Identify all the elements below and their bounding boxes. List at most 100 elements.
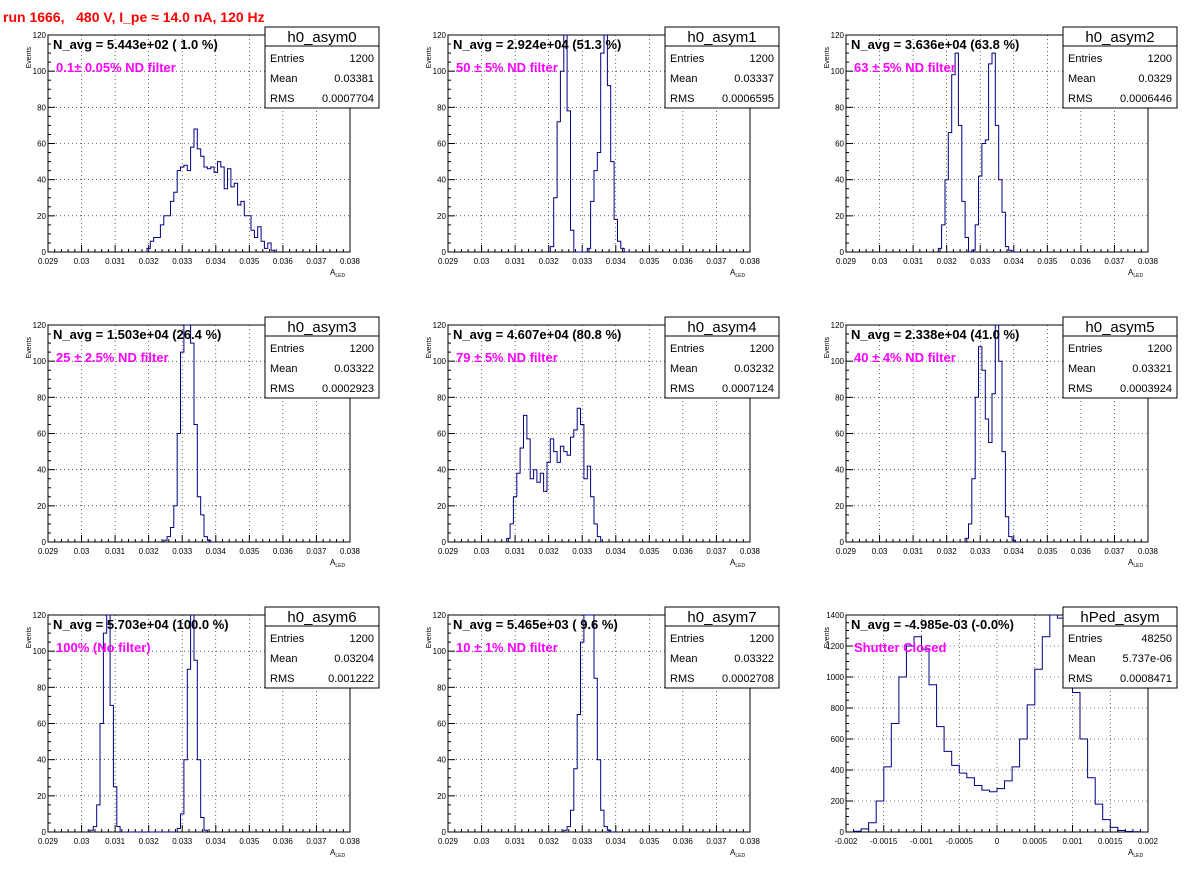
x-tick-label: 0.032	[937, 257, 958, 266]
stats-value-rms: 0.0007704	[322, 93, 374, 105]
stats-value-rms: 0.001222	[328, 673, 374, 685]
x-tick-label: 0.036	[273, 257, 294, 266]
y-tick-label: 60	[37, 430, 46, 439]
histogram-name: h0_asym3	[287, 319, 356, 336]
x-tick-label: 0.034	[206, 547, 227, 556]
x-tick-label: 0.036	[673, 837, 694, 846]
stats-label-rms: RMS	[1068, 383, 1092, 395]
y-tick-label: 40	[437, 176, 446, 185]
stats-value-entries: 1200	[350, 53, 374, 65]
x-tick-label: 0.029	[438, 547, 459, 556]
x-tick-label: 0.038	[740, 837, 761, 846]
stats-label-entries: Entries	[1068, 633, 1103, 645]
y-tick-label: 1400	[826, 611, 844, 620]
filter-label: Shutter Closed	[854, 640, 947, 655]
x-tick-label: 0	[995, 837, 1000, 846]
histogram-line	[549, 34, 631, 253]
y-tick-label: 100	[831, 357, 845, 366]
x-tick-label: 0.031	[903, 547, 924, 556]
page-title: run 1666, 480 V, I_pe ≈ 14.0 nA, 120 Hz	[3, 9, 265, 25]
y-tick-label: 40	[437, 466, 446, 475]
y-tick-label: 20	[37, 502, 46, 511]
stats-label-rms: RMS	[670, 673, 694, 685]
x-tick-label: 0.038	[340, 547, 361, 556]
stats-value-rms: 0.0002708	[722, 673, 774, 685]
stats-value-entries: 48250	[1141, 633, 1172, 645]
stats-value-mean: 0.03232	[734, 363, 774, 375]
stats-value-rms: 0.0006446	[1120, 93, 1172, 105]
stats-value-rms: 0.0002923	[322, 383, 374, 395]
x-tick-label: 0.029	[438, 837, 459, 846]
y-tick-label: 60	[37, 720, 46, 729]
stats-label-entries: Entries	[270, 633, 305, 645]
y-tick-label: 0	[442, 538, 447, 547]
x-tick-label: 0.037	[706, 547, 727, 556]
x-tick-label: 0.001	[1062, 837, 1083, 846]
x-tick-label: 0.035	[239, 547, 260, 556]
histogram-line	[937, 52, 1019, 253]
y-tick-label: 120	[433, 611, 447, 620]
stats-label-rms: RMS	[670, 383, 694, 395]
histogram-name: h0_asym2	[1085, 29, 1154, 46]
y-tick-label: 60	[37, 140, 46, 149]
x-tick-label: 0.034	[1004, 547, 1025, 556]
navg-label: N_avg = 4.607e+04 (80.8 %)	[453, 327, 621, 342]
x-tick-label: 0.031	[505, 837, 526, 846]
x-tick-label: 0.038	[740, 257, 761, 266]
stats-value-entries: 1200	[1148, 53, 1172, 65]
histogram-name: hPed_asym	[1080, 609, 1159, 626]
stats-label-rms: RMS	[1068, 93, 1092, 105]
y-axis-label: Events	[26, 627, 33, 649]
stats-box	[264, 26, 380, 109]
y-tick-label: 80	[437, 683, 446, 692]
stats-value-mean: 0.03321	[1132, 363, 1172, 375]
histogram-panel-h0_asym1: 0.029 0.03 0.031 0.032 0.033 0.034 0.035 0.036 0…	[426, 26, 780, 279]
x-tick-label: 0.038	[340, 837, 361, 846]
stats-box	[264, 316, 380, 399]
stats-label-rms: RMS	[270, 93, 294, 105]
y-tick-label: 60	[835, 140, 844, 149]
y-tick-label: 100	[831, 67, 845, 76]
stats-value-mean: 0.03381	[334, 73, 374, 85]
y-tick-label: 0	[840, 248, 845, 257]
stats-box	[1062, 606, 1178, 689]
x-tick-label: 0.034	[606, 837, 627, 846]
y-tick-label: 100	[33, 67, 47, 76]
y-tick-label: 20	[37, 212, 46, 221]
x-tick-label: 0.036	[1071, 547, 1092, 556]
plot-frame	[447, 614, 751, 833]
x-tick-label: 0.0015	[1098, 837, 1123, 846]
x-tick-label: 0.036	[273, 547, 294, 556]
y-tick-label: 100	[33, 647, 47, 656]
x-tick-label: 0.037	[706, 257, 727, 266]
x-tick-label: -0.0015	[870, 837, 898, 846]
x-tick-label: 0.029	[836, 257, 857, 266]
y-tick-label: 0	[442, 828, 447, 837]
x-tick-label: 0.034	[1004, 257, 1025, 266]
histogram-name: h0_asym7	[687, 609, 756, 626]
x-tick-label: 0.029	[38, 547, 59, 556]
stats-label-entries: Entries	[270, 343, 305, 355]
stats-value-mean: 0.03322	[334, 363, 374, 375]
stats-label-entries: Entries	[1068, 53, 1103, 65]
filter-label: 63 ± 5% ND filter	[854, 60, 956, 75]
x-axis-label: ALED	[330, 558, 345, 569]
y-tick-label: 80	[437, 393, 446, 402]
stats-value-mean: 5.737e-06	[1122, 653, 1172, 665]
y-tick-label: 40	[437, 756, 446, 765]
y-tick-label: 0	[840, 538, 845, 547]
stats-value-entries: 1200	[1148, 343, 1172, 355]
x-axis-label: ALED	[1128, 268, 1143, 279]
stats-label-rms: RMS	[270, 673, 294, 685]
y-tick-label: 600	[831, 735, 845, 744]
navg-label: N_avg = 3.636e+04 (63.8 %)	[851, 37, 1019, 52]
y-tick-label: 120	[33, 31, 47, 40]
stats-label-mean: Mean	[670, 653, 698, 665]
x-tick-label: 0.032	[539, 257, 560, 266]
filter-label: 50 ± 5% ND filter	[456, 60, 558, 75]
navg-label: N_avg = 2.924e+04 (51.3 %)	[453, 37, 621, 52]
x-tick-label: 0.031	[105, 547, 126, 556]
histogram-panel-h0_asym3: 0.029 0.03 0.031 0.032 0.033 0.034 0.035 0.036 0…	[26, 316, 380, 569]
stats-label-mean: Mean	[670, 73, 698, 85]
histogram-name: h0_asym4	[687, 319, 756, 336]
